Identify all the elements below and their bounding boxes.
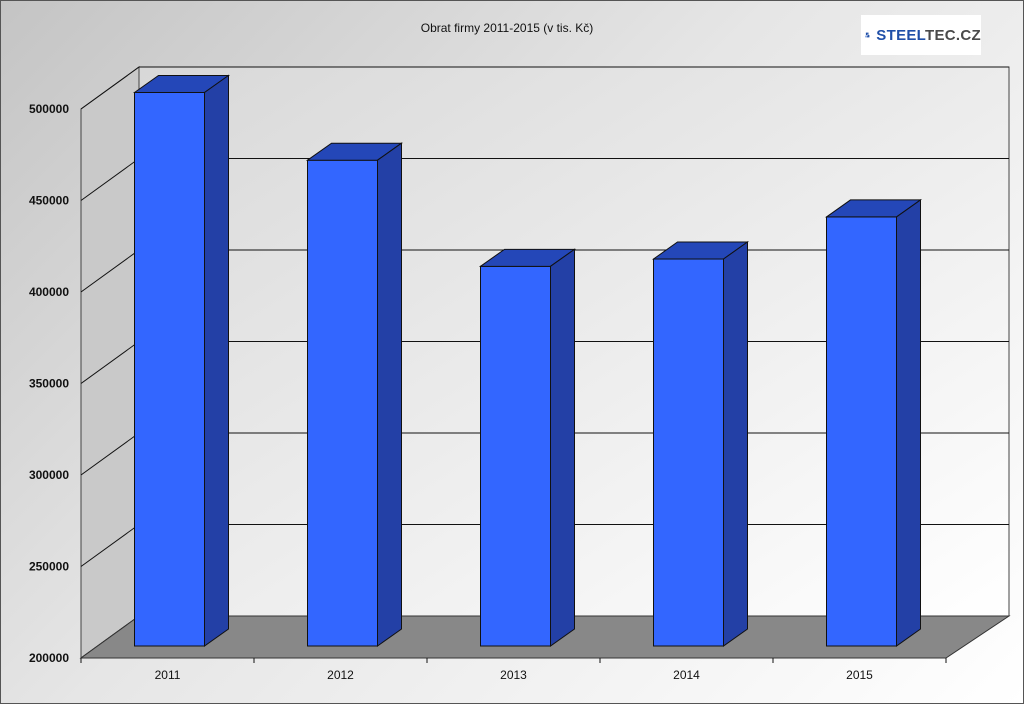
bar-2014 [651, 241, 750, 647]
gridline-side [80, 249, 140, 293]
bar-side [377, 142, 402, 647]
bar-side [550, 248, 575, 647]
y-tick-label: 300000 [29, 468, 69, 482]
logo-text-steel: STEEL [876, 26, 926, 44]
y-tick-label: 350000 [29, 377, 69, 391]
gridline-side [80, 341, 140, 384]
y-tick-label: 450000 [29, 194, 69, 208]
x-tick-labels: 2011 2012 2013 2014 2015 [155, 668, 874, 682]
bar-front [480, 265, 551, 647]
logo-text-tec: TEC.CZ [925, 26, 981, 44]
gridline-side [80, 66, 140, 110]
bar-front [826, 216, 897, 647]
bar-2013 [478, 248, 577, 647]
x-tick-label: 2015 [846, 668, 873, 682]
x-tick-label: 2012 [327, 668, 354, 682]
y-tick-label: 250000 [29, 560, 69, 574]
bar-front [134, 91, 205, 647]
x-tick-label: 2013 [500, 668, 527, 682]
gridline-side [80, 432, 140, 476]
gridline-side [80, 158, 140, 201]
y-tick-label: 200000 [29, 651, 69, 665]
bar-front [653, 258, 724, 647]
steeltec-logo-icon [865, 32, 870, 38]
steeltec-logo: STEELTEC.CZ [861, 15, 981, 55]
y-tick-label: 500000 [29, 102, 69, 116]
bar-side [896, 198, 921, 647]
bar-side [723, 241, 748, 647]
y-tick-labels: 200000 250000 300000 350000 400000 450000 5000… [29, 102, 69, 665]
x-tick-label: 2014 [673, 668, 700, 682]
bar-2011 [132, 74, 231, 647]
bar-side [204, 74, 229, 647]
bar-2012 [305, 142, 404, 647]
bars [132, 74, 923, 647]
bar-front [307, 159, 378, 647]
y-tick-label: 400000 [29, 285, 69, 299]
chart-title: Obrat firmy 2011-2015 (v tis. Kč) [420, 21, 594, 35]
bar-2015 [824, 198, 923, 647]
x-tick-label: 2011 [155, 668, 181, 682]
gridline-side [80, 524, 140, 567]
